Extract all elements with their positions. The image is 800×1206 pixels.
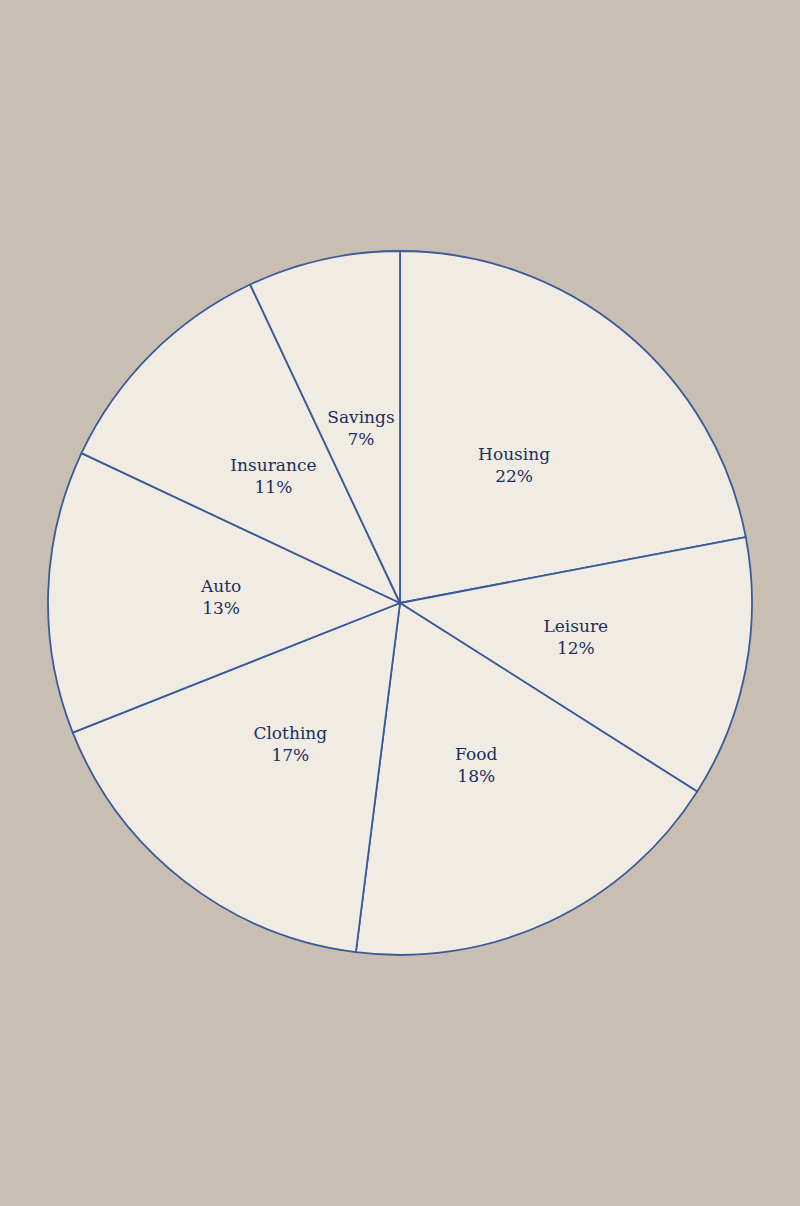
svg-text:22%: 22% [495, 466, 533, 486]
svg-text:Clothing: Clothing [253, 723, 327, 743]
svg-text:13%: 13% [202, 598, 240, 618]
svg-text:Savings: Savings [327, 407, 394, 427]
svg-text:7%: 7% [347, 429, 374, 449]
svg-text:Insurance: Insurance [230, 455, 316, 475]
svg-text:12%: 12% [557, 638, 595, 658]
svg-text:11%: 11% [255, 477, 293, 497]
svg-text:17%: 17% [271, 745, 309, 765]
svg-text:Leisure: Leisure [544, 616, 609, 636]
svg-text:18%: 18% [457, 766, 495, 786]
svg-text:Auto: Auto [200, 576, 241, 596]
svg-text:Housing: Housing [478, 444, 550, 464]
svg-text:Food: Food [455, 744, 497, 764]
